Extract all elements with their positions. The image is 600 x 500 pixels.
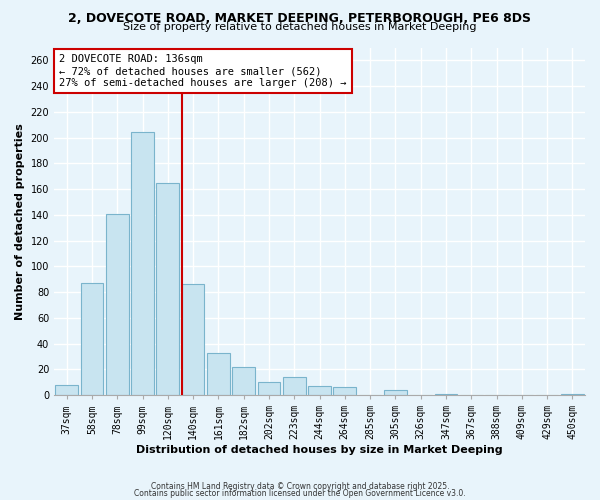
- Bar: [157, 182, 179, 395]
- Bar: [232, 367, 255, 395]
- Y-axis label: Number of detached properties: Number of detached properties: [15, 123, 25, 320]
- Bar: [257, 382, 280, 395]
- Bar: [308, 386, 331, 395]
- Bar: [55, 385, 78, 395]
- Bar: [131, 132, 154, 395]
- Bar: [384, 390, 407, 395]
- Text: Size of property relative to detached houses in Market Deeping: Size of property relative to detached ho…: [123, 22, 477, 32]
- Bar: [80, 283, 103, 395]
- Text: 2 DOVECOTE ROAD: 136sqm
← 72% of detached houses are smaller (562)
27% of semi-d: 2 DOVECOTE ROAD: 136sqm ← 72% of detache…: [59, 54, 347, 88]
- Bar: [561, 394, 584, 395]
- Bar: [207, 352, 230, 395]
- X-axis label: Distribution of detached houses by size in Market Deeping: Distribution of detached houses by size …: [136, 445, 503, 455]
- Text: Contains HM Land Registry data © Crown copyright and database right 2025.: Contains HM Land Registry data © Crown c…: [151, 482, 449, 491]
- Bar: [182, 284, 205, 395]
- Text: Contains public sector information licensed under the Open Government Licence v3: Contains public sector information licen…: [134, 488, 466, 498]
- Text: 2, DOVECOTE ROAD, MARKET DEEPING, PETERBOROUGH, PE6 8DS: 2, DOVECOTE ROAD, MARKET DEEPING, PETERB…: [68, 12, 532, 26]
- Bar: [106, 214, 128, 395]
- Bar: [334, 388, 356, 395]
- Bar: [434, 394, 457, 395]
- Bar: [283, 377, 305, 395]
